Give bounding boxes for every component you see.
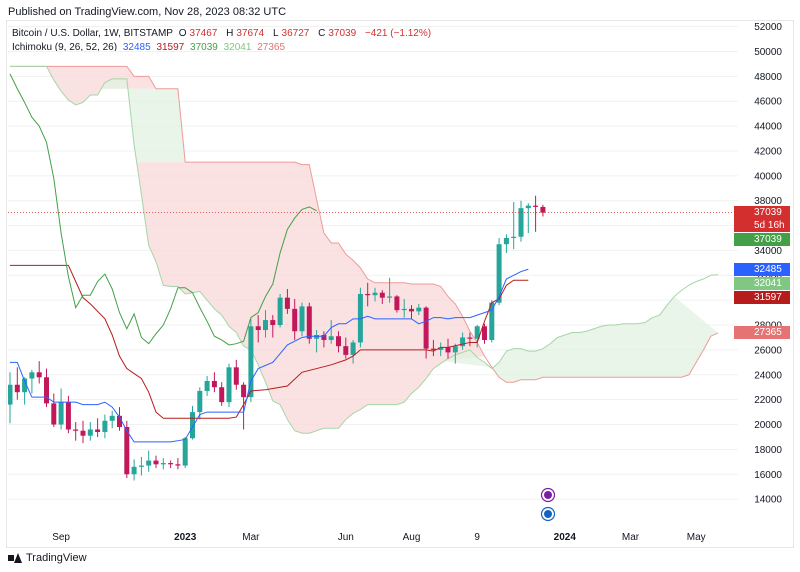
published-line: Published on TradingView.com, Nov 28, 20… — [8, 6, 287, 18]
base-value: 31597 — [156, 42, 185, 53]
close-label: C — [318, 28, 326, 39]
span-a-value: 32041 — [223, 42, 252, 53]
footer-brand: TradingView — [26, 552, 87, 564]
ohlc-open: O 37467 — [179, 28, 221, 39]
open-label: O — [178, 28, 187, 39]
price-label-badge: 31597 — [734, 290, 790, 304]
indicator-legend: Ichimoku (9, 26, 52, 26) 32485 31597 370… — [12, 42, 288, 53]
low-label: L — [272, 28, 279, 39]
ohlc-close: C 37039 — [318, 28, 359, 39]
change-value: −421 (−1.12%) — [364, 28, 432, 39]
tradingview-logo-icon — [8, 553, 22, 563]
price-label-value: 37039 — [754, 234, 782, 246]
price-label-value: 37039 — [754, 207, 782, 219]
price-label-badge: 27365 — [734, 326, 790, 340]
close-value: 37039 — [328, 28, 357, 39]
price-label-badge: 37039 5d 16h — [734, 206, 790, 233]
open-value: 37467 — [189, 28, 218, 39]
price-label-badge: 32485 — [734, 262, 790, 276]
footer: TradingView — [8, 552, 87, 564]
lagging-value: 37039 — [190, 42, 218, 53]
price-label-value: 27365 — [754, 327, 782, 339]
chart-frame — [6, 20, 794, 548]
high-value: 37674 — [236, 28, 265, 39]
span-b-value: 27365 — [257, 42, 286, 53]
low-value: 36727 — [281, 28, 310, 39]
price-label-badge: 37039 — [734, 233, 790, 247]
symbol-legend: Bitcoin / U.S. Dollar, 1W, BITSTAMP O 374… — [12, 28, 434, 39]
ohlc-low: L 36727 — [273, 28, 312, 39]
ohlc-high: H 37674 — [226, 28, 267, 39]
symbol-title[interactable]: Bitcoin / U.S. Dollar, 1W, BITSTAMP — [12, 28, 173, 39]
high-label: H — [226, 28, 234, 39]
conversion-value: 32485 — [122, 42, 151, 53]
price-label-value: 31597 — [754, 291, 782, 303]
indicator-title[interactable]: Ichimoku (9, 26, 52, 26) — [12, 42, 118, 53]
price-label-value: 32485 — [754, 263, 782, 275]
price-label-value: 32041 — [754, 277, 782, 289]
price-label-badge: 32041 — [734, 276, 790, 290]
price-label-countdown: 5d 16h — [754, 220, 785, 232]
